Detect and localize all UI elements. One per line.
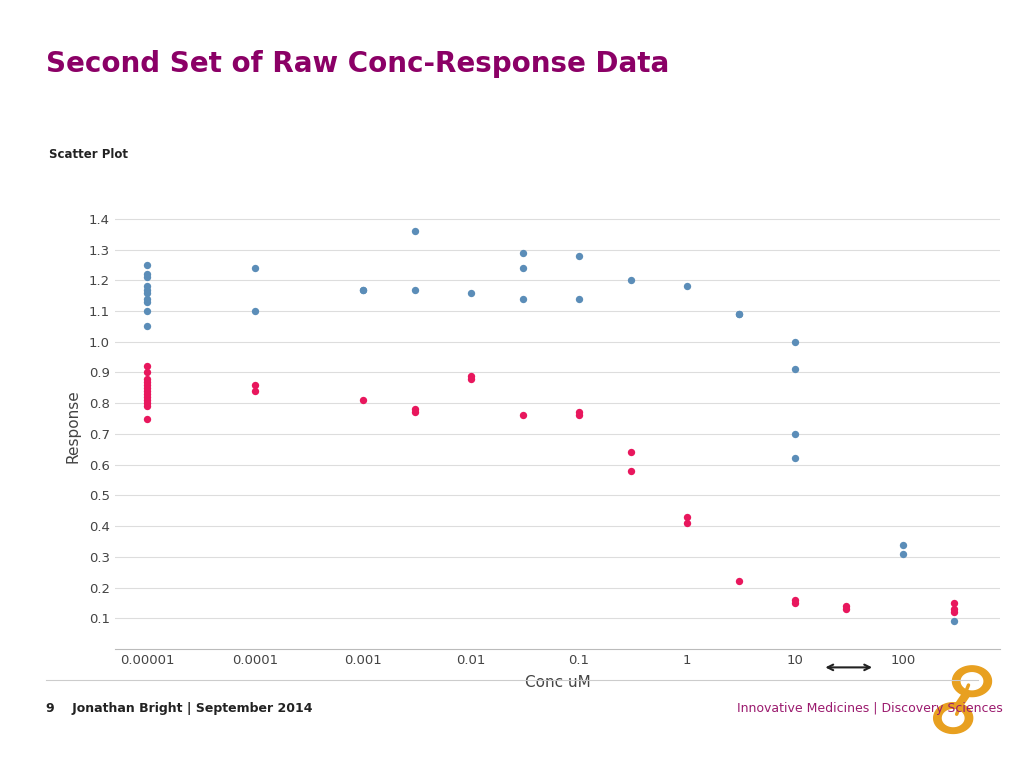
Point [679,280,695,293]
Point [946,615,963,627]
Point [139,397,156,409]
Point [786,597,803,609]
Point [139,305,156,317]
Point [623,446,639,458]
Point [139,360,156,372]
Point [247,262,263,274]
Point [355,283,372,296]
Point [139,372,156,385]
Point [139,268,156,280]
Point [247,305,263,317]
Point [139,259,156,271]
Point [623,465,639,477]
Point [730,575,746,588]
Point [570,406,587,419]
Point [407,225,423,237]
Point [139,400,156,412]
Point [139,283,156,296]
Point [839,603,855,615]
Point [570,250,587,262]
Point [139,379,156,391]
X-axis label: Conc uM: Conc uM [524,675,591,690]
Point [679,517,695,529]
Point [514,409,530,422]
Point [730,308,746,320]
Point [355,394,372,406]
Point [355,283,372,296]
Point [786,428,803,440]
Point [247,385,263,397]
Point [679,511,695,523]
Point [139,385,156,397]
Point [139,391,156,403]
Point [946,597,963,609]
Point [139,293,156,305]
Point [139,366,156,379]
Point [570,293,587,305]
Point [946,606,963,618]
Point [139,394,156,406]
Point [786,594,803,606]
Point [247,379,263,391]
Point [139,296,156,308]
Text: Scatter Plot: Scatter Plot [49,148,128,161]
Point [139,280,156,293]
Point [463,372,479,385]
Point [895,548,911,560]
Polygon shape [934,703,973,733]
Point [786,363,803,376]
Point [407,283,423,296]
Point [730,308,746,320]
Y-axis label: Response: Response [66,389,80,463]
Point [139,412,156,425]
Point [139,382,156,394]
Point [139,376,156,388]
Point [623,274,639,286]
Point [570,409,587,422]
Point [514,247,530,259]
Point [407,403,423,415]
Point [786,452,803,465]
Text: Innovative Medicines | Discovery Sciences: Innovative Medicines | Discovery Science… [737,702,1004,714]
Point [407,406,423,419]
Text: Second Set of Raw Conc-Response Data: Second Set of Raw Conc-Response Data [46,50,670,78]
Point [839,600,855,612]
Point [514,262,530,274]
Point [463,369,479,382]
Point [139,320,156,333]
Point [463,286,479,299]
Point [514,293,530,305]
Text: 9    Jonathan Bright | September 2014: 9 Jonathan Bright | September 2014 [46,702,312,714]
Point [946,603,963,615]
Polygon shape [942,710,964,727]
Point [139,271,156,283]
Point [895,538,911,551]
Point [139,286,156,299]
Polygon shape [962,673,983,690]
Polygon shape [952,666,991,697]
Point [786,336,803,348]
Point [139,388,156,400]
